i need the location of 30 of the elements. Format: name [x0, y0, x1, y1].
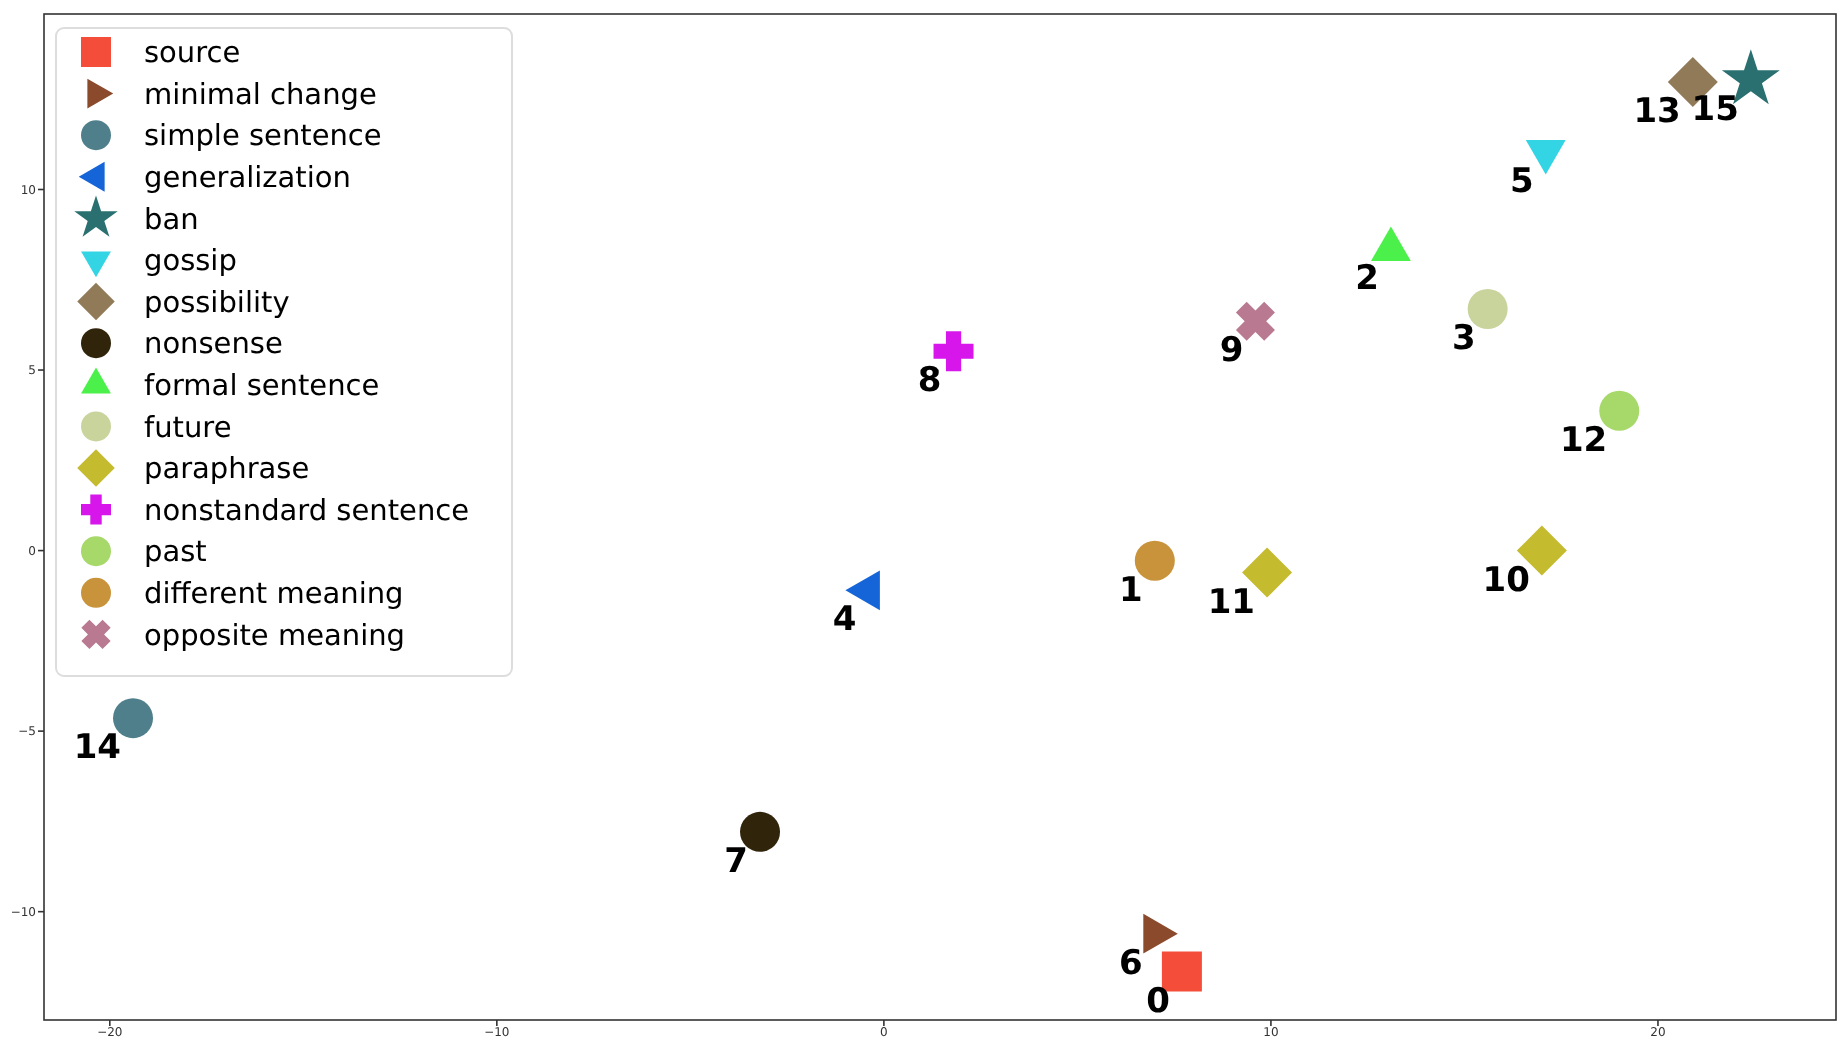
annotation: 1	[1119, 570, 1143, 611]
annotation: 9	[1219, 331, 1244, 372]
annotation: 13	[1633, 91, 1681, 132]
legend-label: gossip	[144, 246, 237, 279]
annotation: 14	[73, 728, 122, 769]
legend-label: possibility	[144, 287, 291, 320]
legend-label: nonstandard sentence	[144, 495, 470, 528]
legend-label: past	[144, 537, 208, 570]
annotation: 11	[1207, 582, 1256, 623]
legend-label: nonsense	[144, 329, 283, 362]
legend-label: opposite meaning	[144, 620, 405, 653]
legend-label: ban	[144, 204, 199, 237]
annotation: 6	[1119, 943, 1143, 984]
legend-label: generalization	[144, 162, 351, 195]
annotation: 2	[1355, 259, 1379, 300]
annotation: 5	[1510, 161, 1534, 202]
legend-label: paraphrase	[144, 454, 310, 487]
legend-label: future	[144, 412, 232, 445]
annotation: 10	[1482, 560, 1531, 601]
legend-label: different meaning	[144, 578, 404, 611]
annotation: 12	[1559, 420, 1608, 461]
annotation: 3	[1451, 319, 1476, 360]
annotation: 4	[832, 600, 857, 641]
annotation: 8	[917, 361, 942, 402]
legend-label: minimal change	[144, 79, 377, 112]
annotation: 7	[724, 841, 749, 882]
legend-label: simple sentence	[144, 121, 382, 154]
legend-label: formal sentence	[144, 370, 380, 403]
annotation: 15	[1691, 89, 1739, 130]
legend-label: source	[144, 38, 241, 71]
